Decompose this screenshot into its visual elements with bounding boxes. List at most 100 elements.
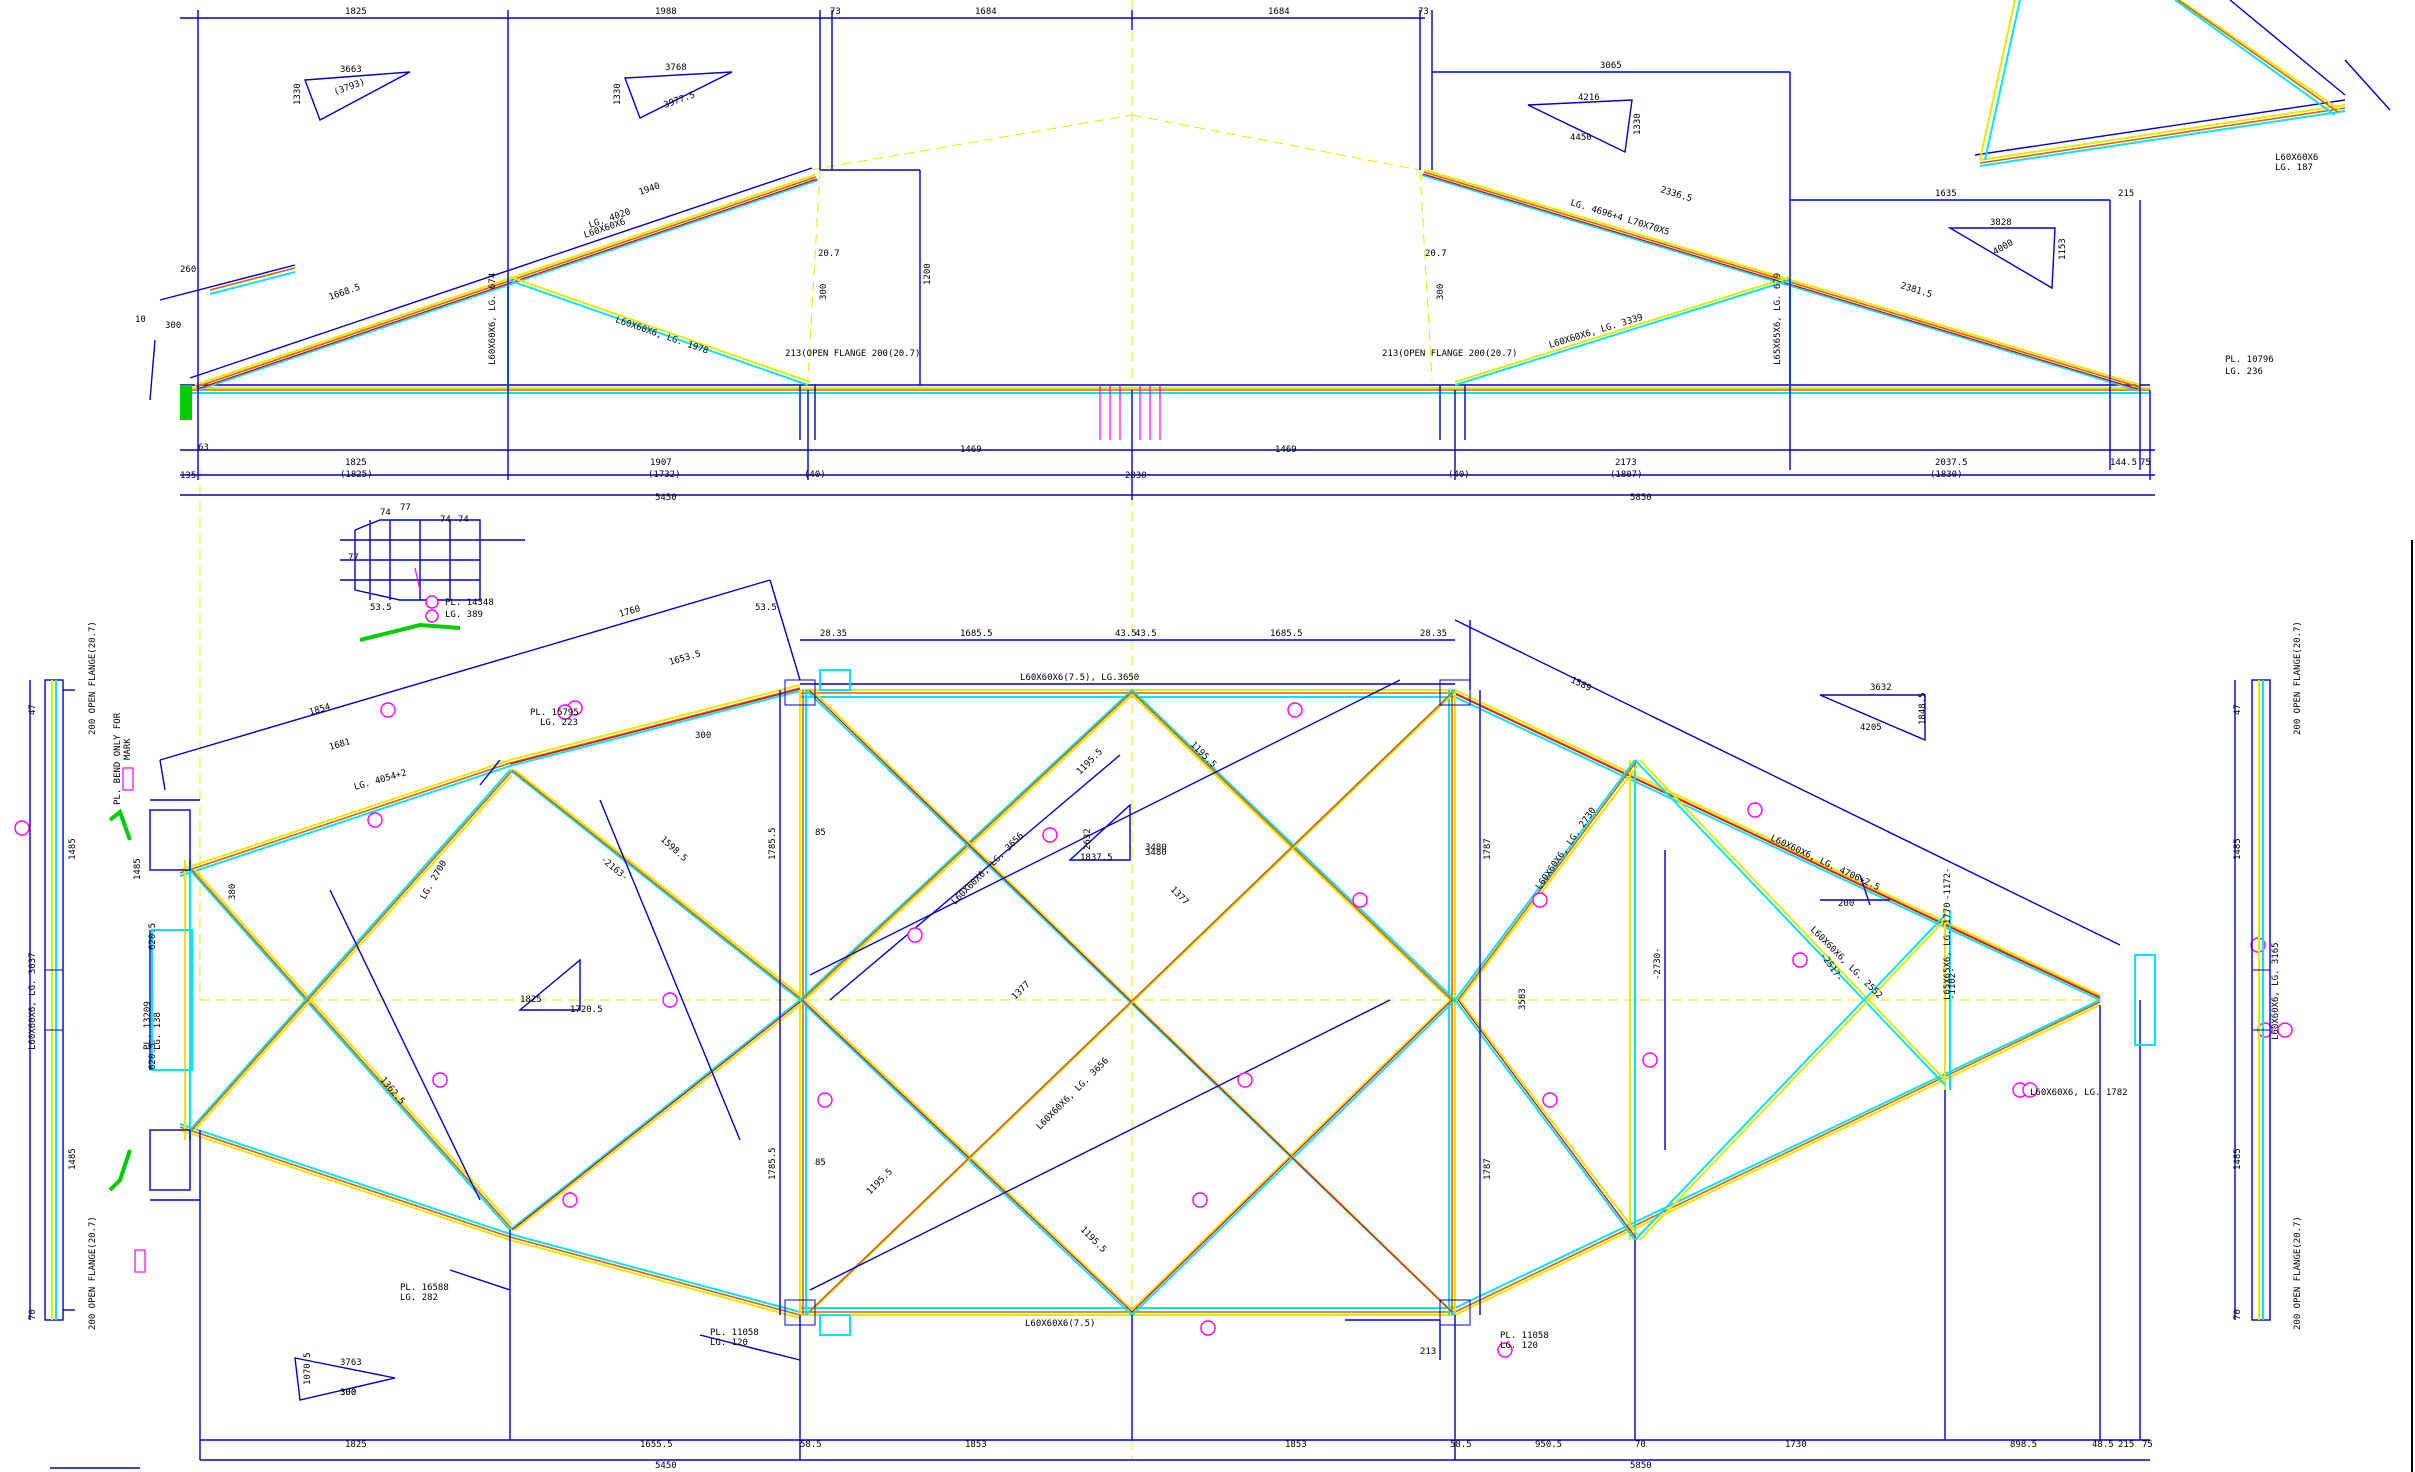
detail-dim-1: 74 [440,515,451,525]
plan-tri-4-c: 3763 [340,1358,362,1368]
plan-misc-7: 213 [1420,1347,1436,1357]
top-member-label-9: L60X60X6, LG. 1978 [614,315,709,356]
plan-bottom-dim-8: 70 [1635,1440,1646,1450]
top-dim-5: 1684 [1268,7,1290,17]
top-small-5: 20.7 [818,249,840,259]
top-dim-1: 1825 [345,7,367,17]
top-bottom-dim-r2-2: (1732) [648,470,681,480]
plan-lattice [799,689,1456,1316]
plan-misc-2: 1485 [133,858,143,880]
top-bottom-dim-r2-6: (1830) [1930,470,1963,480]
plan-misc-12: -1102- [1948,967,1958,1000]
plan-misc-11: -1172- [1943,867,1953,900]
plan-diag-dim-11: 1720.5 [570,1005,603,1015]
top-bottom-dim-8: 75 [2140,458,2151,468]
plan-left-webs [189,769,801,1231]
top-bottom-chord [180,384,2150,394]
plan-member-label-2: L60X60X6(7.5) [1025,1319,1095,1329]
top-ticks [159,264,1466,440]
top-small-3: 10 [135,315,146,325]
plan-tri-3-c: 4205 [1860,723,1882,733]
plan-member-label-1: L60X60X6(7.5), LG.3650 [1020,673,1139,683]
plan-top-dim-8: 53.5 [755,603,777,613]
top-bottom-dim-r3-1: 5450 [655,493,677,503]
top-tri-4-a: 3828 [1990,218,2012,228]
left-side-label-1: L60X60X6, LG. 3037 [28,952,38,1050]
left-side-label-5: MARK [123,738,133,760]
top-bottom-dim-1: 1825 [345,458,367,468]
top-tri-3-b: 1330 [1633,113,1643,135]
right-side-dim-3: 47 [2233,704,2243,715]
plan-bottom-dim-1: 1825 [345,1440,367,1450]
plan-diag-dim-3: 1195.5 [865,1167,895,1197]
left-side-label-3: 200 OPEN FLANGE(20.7) [88,1216,98,1330]
top-tri-2-a: 3768 [665,63,687,73]
plan-bottom-dim-12: 215 [2118,1440,2134,1450]
top-dim-6: 73 [1418,7,1429,17]
plan-bottom-dim-5: 1853 [1285,1440,1307,1450]
plan-misc-4: 620.5 [148,923,158,950]
plan-plate-10: LG. 138 [153,1012,163,1050]
centerlines [199,0,2100,1460]
plan-tri-4-a: 1070.5 [303,1352,313,1385]
top-tri-2-c: 3977.5 [663,90,697,111]
plan-top-dim-5: 1685.5 [960,629,993,639]
top-bottom-dim-r2-5: (1807) [1610,470,1643,480]
plan-diag-dim-12: 1825 [520,995,542,1005]
plan-misc-3: 380 [228,884,238,900]
top-small-1: 260 [180,265,196,275]
right-side-dim-2: 1485 [2233,1148,2243,1170]
plan-bottom-dim-7: 950.5 [1535,1440,1562,1450]
plan-tri-4-b: 300 [340,1388,356,1398]
plan-plate-3: PL. 11058 [710,1328,759,1338]
top-right-dim-1: 3065 [1600,61,1622,71]
plan-misc-6: 200 [1838,899,1854,909]
top-bottom-dim-5: 2173 [1615,458,1637,468]
detail-dim-5: 77 [348,553,359,563]
top-bottom-dim-r2-3: (40) [804,470,826,480]
top-member-label-12: L65X65X6, LG. 679 [1773,273,1783,365]
plan-chord-top-right [1454,689,2101,1001]
plan-side-dim-4: 1787 [1483,1158,1493,1180]
top-chord-left [189,167,819,391]
plan-chord-bottom-left [179,1123,801,1319]
top-small-4: 1200 [923,263,933,285]
plan-member-label-7: L60X60X6, LG. 2552 [1808,925,1884,1001]
plan-diag-dim-10: 2632 [1083,828,1093,850]
plan-member-label-6: L60X60X6, LG. 4706+2.5 [1769,834,1881,893]
top-bottom-dim-4: 1469 [1275,445,1297,455]
right-side-label-2: 200 OPEN FLANGE(20.7) [2293,621,2303,735]
plan-bottom-dim-11: 48.5 [2092,1440,2114,1450]
plan-bottom-dim-3: 58.5 [800,1440,822,1450]
top-small-8: 300 [1436,284,1446,300]
plan-diag-dim-9: 3480 [1145,843,1167,853]
top-tri-4-c: 4000 [1992,238,2016,258]
top-dim-3: 73 [830,7,841,17]
top-small-9: 63 [198,443,209,453]
top-truss: 1825 1988 73 1684 1684 73 3065 1635 215 … [135,0,2391,503]
plan-side-dim-5: 3583 [1518,988,1528,1010]
left-side-label-4: PL. BEND ONLY FOR [113,712,123,805]
plan-plate-5: PL. 16588 [400,1283,449,1293]
plan-top-dim-4: 1681 [328,737,352,753]
detail-plate-1: PL. 14348 [445,598,494,608]
left-side-view: L60X60X6, LG. 3037 200 OPEN FLANGE(20.7)… [28,621,146,1330]
plan-plate-1: PL. 15795 [530,708,579,718]
plan-misc-5: 620.5 [148,1043,158,1070]
top-member-label-11: L60X60X6, LG. 674 [488,273,498,365]
top-bottom-dim-r2-4: (40) [1448,470,1470,480]
top-tri-1-b: 1330 [293,83,303,105]
corner-label-2: LG. 187 [2275,163,2313,173]
corner-label-1: L60X60X6 [2275,153,2318,163]
plan-top-dim-12: 28.35 [1420,629,1447,639]
plan-side-dim-1: 1785.5 [768,827,778,860]
plan-member-label-10: L60X60X6, LG. 2730 [1534,806,1598,892]
plan-triangles [294,694,1926,1401]
plan-chord-top-left [179,684,801,877]
plan-bubbles [14,700,2293,1358]
detail-dim-6: 53.5 [370,603,392,613]
top-tri-3-a: 4216 [1578,93,1600,103]
top-bottom-dim-6: 2037.5 [1935,458,1968,468]
plan-top-dim-10: 43.5 [1135,629,1157,639]
right-side-view: L60X60X6, LG. 3165 200 OPEN FLANGE(20.7)… [2233,621,2303,1330]
